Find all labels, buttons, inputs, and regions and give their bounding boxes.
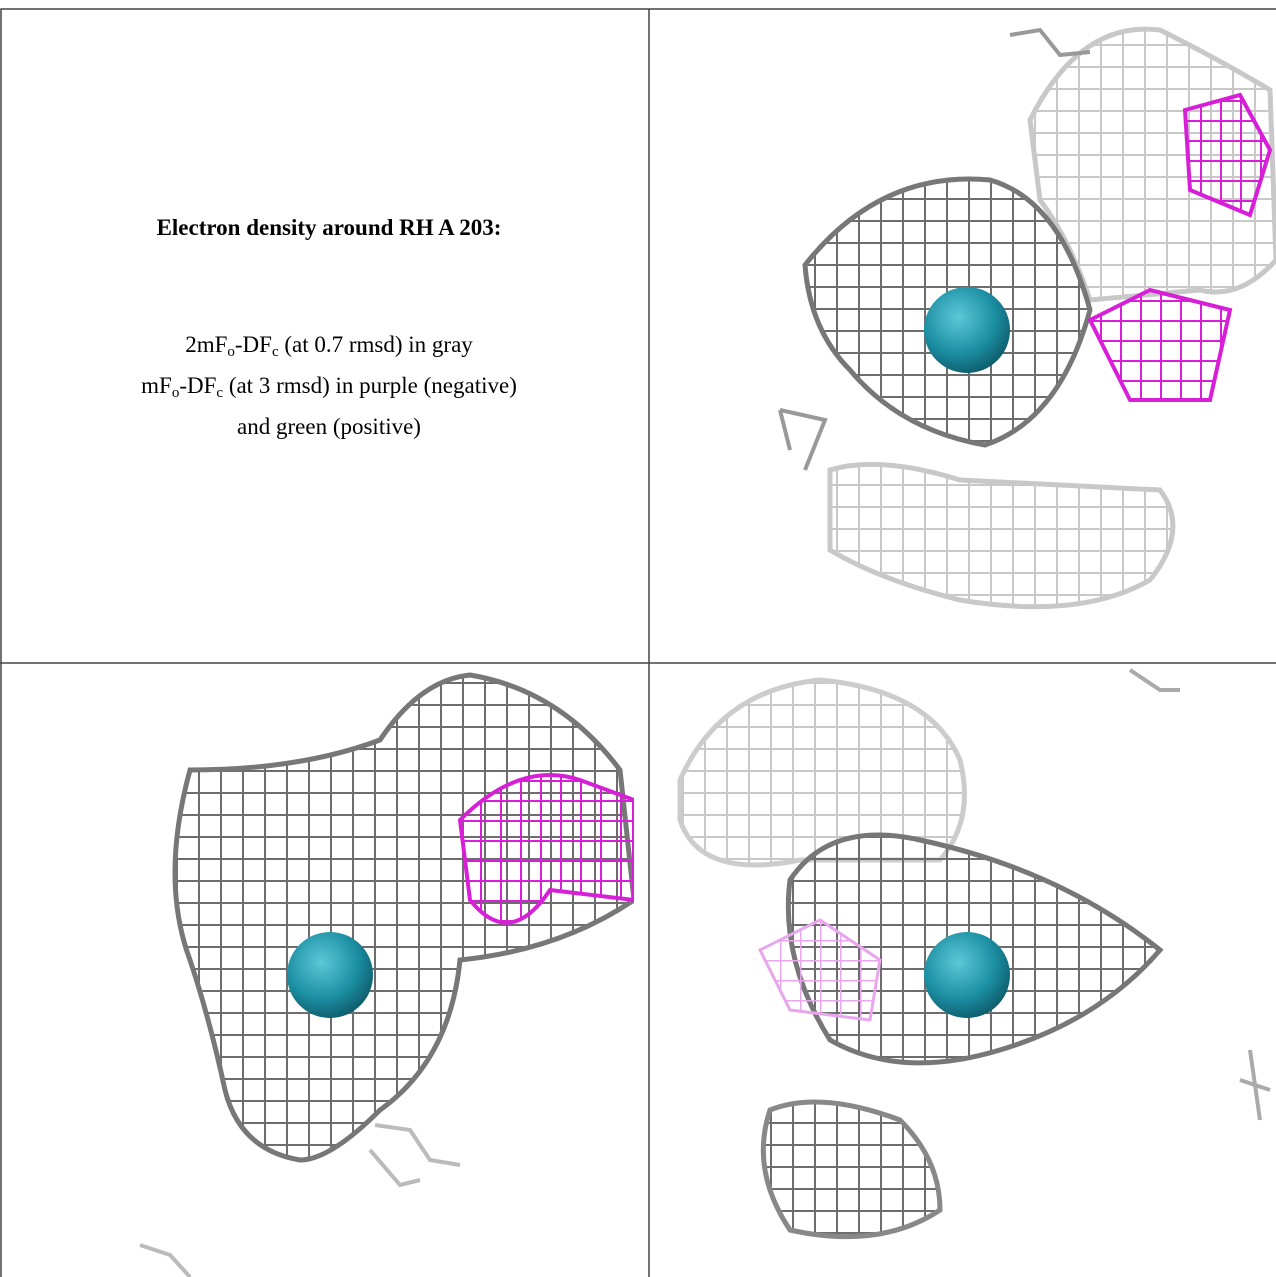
legend-text: -DF xyxy=(234,332,272,357)
panel-borders xyxy=(0,8,1276,1277)
legend-text: (at 0.7 rmsd) in gray xyxy=(278,332,473,357)
subscript: o xyxy=(171,385,180,401)
legend: 2mFo-DFc (at 0.7 rmsd) in gray mFo-DFc (a… xyxy=(10,328,648,444)
subscript: c xyxy=(271,344,279,360)
view-top-right xyxy=(778,26,1276,610)
legend-text: 2mF xyxy=(185,332,228,357)
legend-text: and green (positive) xyxy=(237,414,421,439)
legend-text: -DF xyxy=(179,373,217,398)
legend-text: mF xyxy=(141,373,172,398)
view-bottom-left xyxy=(139,672,634,1277)
legend-text: (at 3 rmsd) in purple (negative) xyxy=(223,373,517,398)
legend-line: and green (positive) xyxy=(10,410,648,444)
subscript: c xyxy=(216,385,224,401)
subscript: o xyxy=(227,344,235,360)
legend-line: 2mFo-DFc (at 0.7 rmsd) in gray xyxy=(10,328,648,369)
view-bottom-right xyxy=(677,668,1271,1240)
panel-title: Electron density around RH A 203: xyxy=(156,215,502,240)
text-panel: Electron density around RH A 203: 2mFo-D… xyxy=(10,10,648,662)
legend-line: mFo-DFc (at 3 rmsd) in purple (negative) xyxy=(10,369,648,410)
